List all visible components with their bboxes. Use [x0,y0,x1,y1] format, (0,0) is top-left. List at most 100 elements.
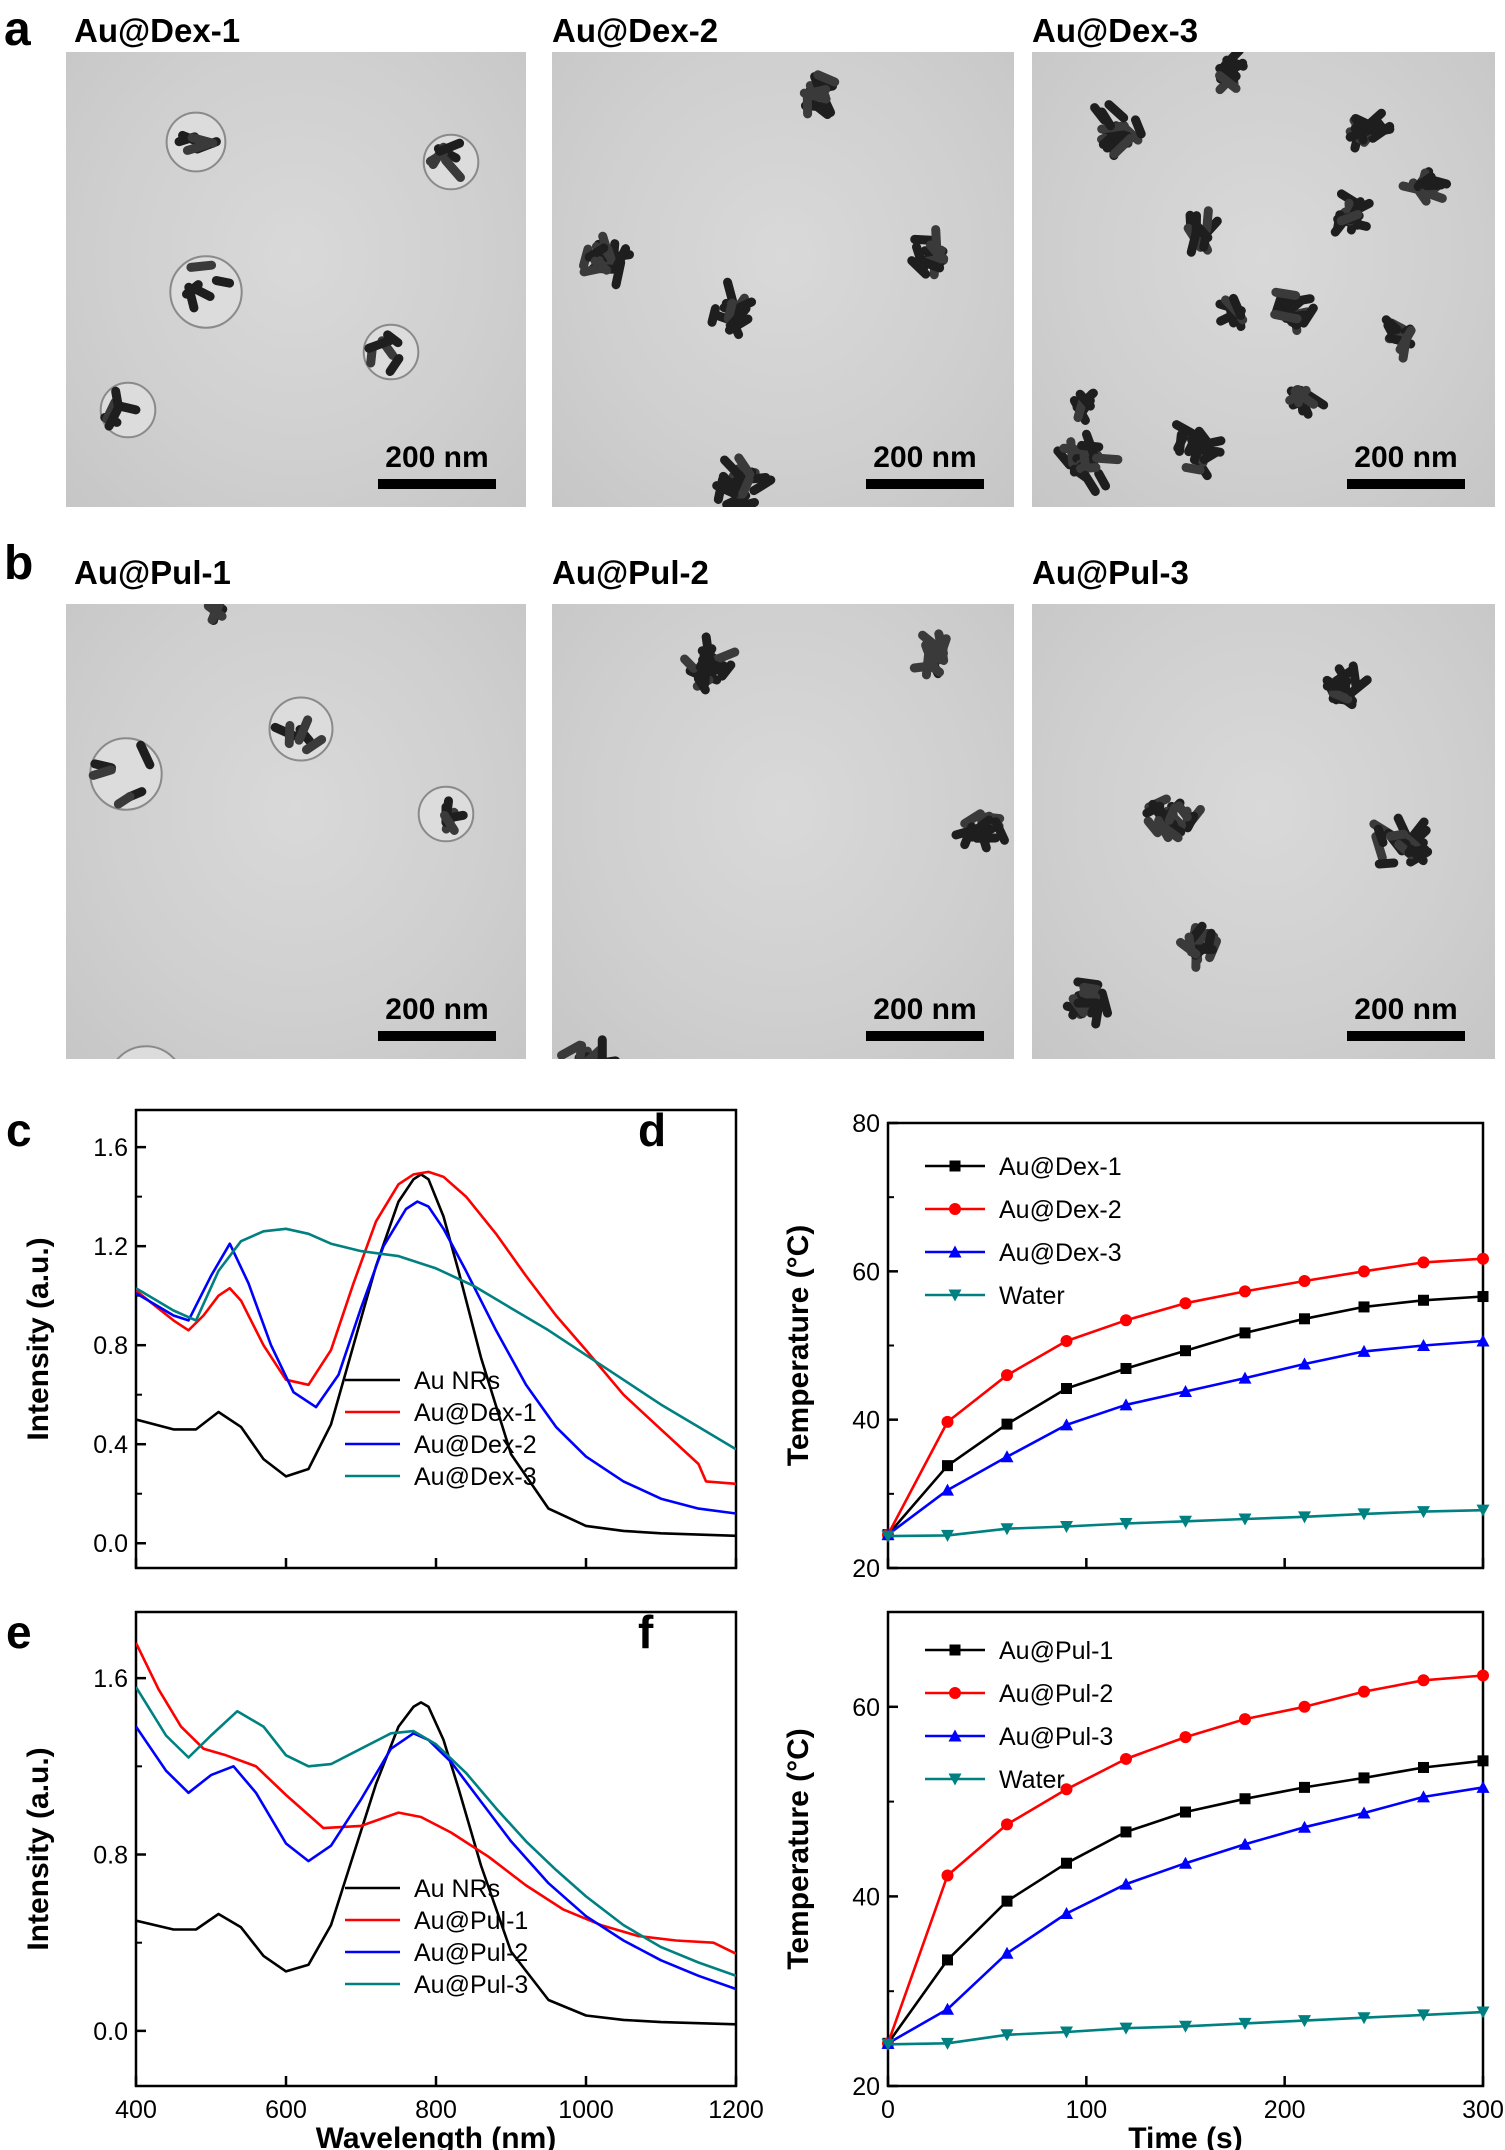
data-point [1120,1752,1132,1765]
nanoparticle-clusters [99,111,480,439]
panel-letter-c: c [6,1104,32,1156]
data-point [949,1160,961,1172]
data-point [1061,1383,1072,1395]
data-point [1418,1761,1429,1773]
data-point [1238,1513,1252,1526]
x-tick-label: 800 [415,2096,457,2124]
data-point [1060,1783,1073,1796]
scale-bar-label: 200 nm [385,441,489,474]
tem-image-au-pul-2: 200 nm [552,604,1014,1059]
x-tick-label: 100 [1065,2096,1107,2124]
y-axis-label: Intensity (a.u.) [22,1747,55,1950]
data-point [1417,2009,1430,2022]
legend-label: Au@Pul-1 [414,1907,528,1935]
tem-image-au-dex-1: 200 nm [66,52,526,507]
data-point [941,1529,954,1542]
scale-bar: 200 nm [866,995,984,1041]
data-point [1476,1780,1490,1793]
legend-label: Au@Pul-2 [414,1939,528,1967]
data-point [1060,2026,1073,2039]
data-point [1357,1344,1371,1357]
data-point [1298,1511,1311,1524]
data-point [1060,1335,1073,1348]
nanoparticle-clusters [557,629,1009,1059]
chart-c: c 0.0 0.4 0.8 1.2 1.6 Intensity (a.u.) Au NRs Au… [6,1104,738,1570]
data-point [1180,1806,1191,1818]
data-point [949,1203,961,1215]
data-point [1299,1781,1310,1793]
panel-letter-b: b [4,537,34,590]
legend-label: Au@Pul-1 [999,1637,1113,1665]
data-point [1238,1371,1252,1384]
data-point [1179,1515,1192,1528]
nanoparticle-clusters [88,604,475,1059]
legend-label: Water [999,1282,1065,1310]
data-point [941,2002,954,2015]
data-point [881,1530,895,1543]
data-point [1357,1806,1371,1819]
x-axis-label: Wavelength (nm) [316,2122,557,2150]
y-axis-label: Temperature (°C) [782,1225,815,1466]
plot-frame [134,1108,738,1570]
y-tick-label: 40 [852,1407,880,1435]
data-point [1476,1334,1490,1347]
series-line-au-dex-1 [888,1295,1483,1536]
nanoparticle-clusters [1053,52,1452,496]
data-point [1179,1297,1192,1310]
tem-image-au-dex-3: 200 nm [1032,52,1495,507]
data-point [1239,1327,1251,1339]
y-tick-label: 40 [852,1883,880,1911]
data-point [1477,1755,1489,1767]
data-point [1358,1265,1370,1278]
x-tick-label: 1000 [558,2096,614,2124]
data-point [1239,1285,1251,1298]
scale-bar: 200 nm [866,443,984,489]
data-point [1000,1946,1014,1959]
data-point [1298,1274,1311,1287]
legend-label: Au@Pul-3 [414,1971,528,1999]
y-axis-label: Intensity (a.u.) [22,1237,55,1440]
data-point [948,1245,962,1258]
series-line-au-nrs [136,1173,736,1538]
legend-label: Au@Dex-2 [999,1196,1122,1224]
nanoparticle-clusters [579,70,949,507]
data-point [1298,1820,1311,1833]
data-point [1238,2017,1252,2030]
data-point [941,2037,954,2050]
data-point [1000,1450,1014,1463]
data-point [948,1773,962,1786]
series-line-au-pul-1 [136,1642,736,1955]
y-tick-label: 1.6 [93,1665,128,1693]
data-point [1476,1504,1490,1517]
y-tick-label: 60 [852,1694,880,1722]
data-point [1001,1418,1013,1430]
scale-bar-label: 200 nm [385,993,489,1026]
data-point [1179,1384,1192,1397]
data-point [1417,1339,1430,1351]
data-point [1477,1252,1489,1265]
series-line-au-pul-2 [136,1725,736,1991]
data-point [1001,1369,1013,1382]
data-point [1298,1700,1311,1713]
x-tick-label: 600 [265,2096,307,2124]
data-point [1119,2022,1133,2035]
x-tick-label: 1200 [708,2096,764,2124]
data-point [941,1415,954,1428]
series-line-au-dex-3 [136,1227,736,1451]
legend-label: Au@Pul-3 [999,1723,1113,1751]
series-line-au-pul-3 [136,1686,736,1978]
data-point [1061,1857,1072,1869]
data-point [1357,2012,1371,2025]
data-point [1179,1731,1192,1744]
data-point [1476,2006,1490,2019]
legend-label: Water [999,1766,1065,1794]
scale-bar: 200 nm [378,443,496,489]
data-point [1179,2020,1192,2033]
legend-label: Au@Dex-3 [414,1463,537,1491]
data-point [1120,1362,1132,1374]
data-point [1000,1523,1014,1536]
data-point [1179,1856,1192,1869]
data-point [1000,2029,1014,2042]
data-point [1239,1713,1251,1726]
scale-bar: 200 nm [378,995,496,1041]
